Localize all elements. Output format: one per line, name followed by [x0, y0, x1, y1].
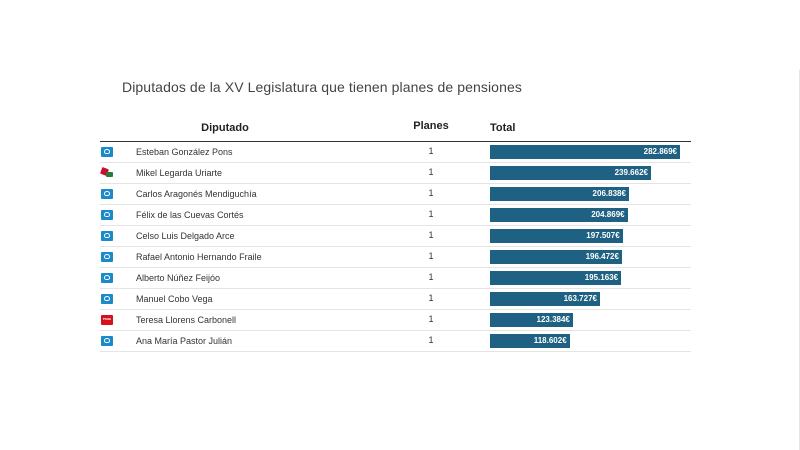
total-bar: 197.507€	[490, 229, 623, 243]
column-header-planes: Planes	[413, 120, 449, 132]
column-header-total: Total	[490, 122, 516, 134]
total-bar: 123.384€	[490, 313, 573, 327]
total-bar-label: 196.472€	[585, 252, 619, 261]
diputado-name: Esteban González Pons	[136, 147, 233, 157]
table-row: Mikel Legarda Uriarte 1 239.662€	[100, 163, 691, 184]
diputado-name: Celso Luis Delgado Arce	[136, 231, 235, 241]
table-header: Diputado Planes Total	[100, 118, 691, 142]
pp-logo-icon	[101, 147, 113, 157]
total-bar-label: 123.384€	[536, 315, 570, 324]
planes-count: 1	[428, 146, 434, 156]
psoe-logo-icon	[101, 315, 113, 325]
table-row: Manuel Cobo Vega 1 163.727€	[100, 289, 691, 310]
total-bar: 163.727€	[490, 292, 600, 306]
table-body: Esteban González Pons 1 282.869€ Mikel Lega…	[100, 142, 691, 352]
pp-logo-icon	[101, 336, 113, 346]
diputado-name: Manuel Cobo Vega	[136, 294, 213, 304]
diputado-name: Alberto Núñez Feijóo	[136, 273, 221, 283]
table-row: Carlos Aragonés Mendiguchía 1 206.838€	[100, 184, 691, 205]
total-bar-label: 204.869€	[591, 210, 625, 219]
diputado-name: Carlos Aragonés Mendiguchía	[136, 189, 257, 199]
table-row: Rafael Antonio Hernando Fraile 1 196.472€	[100, 247, 691, 268]
planes-count: 1	[428, 230, 434, 240]
planes-count: 1	[428, 314, 434, 324]
diputado-name: Teresa Llorens Carbonell	[136, 315, 237, 325]
total-bar: 118.602€	[490, 334, 570, 348]
total-bar: 282.869€	[490, 145, 680, 159]
table-row: Alberto Núñez Feijóo 1 195.163€	[100, 268, 691, 289]
diputado-name: Rafael Antonio Hernando Fraile	[136, 252, 262, 262]
total-bar-label: 118.602€	[533, 336, 567, 345]
planes-count: 1	[428, 188, 434, 198]
planes-count: 1	[428, 293, 434, 303]
diputado-name: Mikel Legarda Uriarte	[136, 168, 223, 178]
pp-logo-icon	[101, 294, 113, 304]
total-bar: 195.163€	[490, 271, 622, 285]
total-bar-label: 163.727€	[563, 294, 597, 303]
total-bar: 204.869€	[490, 208, 628, 222]
pp-logo-icon	[101, 273, 113, 283]
planes-count: 1	[428, 209, 434, 219]
planes-count: 1	[428, 167, 434, 177]
total-bar-label: 206.838€	[592, 189, 626, 198]
table-row: Celso Luis Delgado Arce 1 197.507€	[100, 226, 691, 247]
diputado-name: Félix de las Cuevas Cortés	[136, 210, 244, 220]
pp-logo-icon	[101, 252, 113, 262]
total-bar-label: 195.163€	[584, 273, 619, 282]
total-bar: 206.838€	[490, 187, 629, 201]
pp-logo-icon	[101, 210, 113, 220]
total-bar-label: 197.507€	[586, 231, 620, 240]
pnv-logo-icon	[101, 168, 113, 178]
table-row: Esteban González Pons 1 282.869€	[100, 142, 691, 163]
table-row: Ana María Pastor Julián 1 118.602€	[100, 331, 691, 352]
diputado-name: Ana María Pastor Julián	[136, 336, 233, 346]
planes-count: 1	[428, 272, 434, 282]
planes-count: 1	[428, 335, 434, 345]
total-bar: 196.472€	[490, 250, 622, 264]
total-bar-label: 282.869€	[643, 147, 677, 156]
column-header-diputado: Diputado	[201, 122, 249, 134]
chart-title: Diputados de la XV Legislatura que tiene…	[122, 79, 522, 95]
pp-logo-icon	[101, 231, 113, 241]
total-bar-label: 239.662€	[614, 168, 648, 177]
planes-count: 1	[428, 251, 434, 261]
table-row: Félix de las Cuevas Cortés 1 204.869€	[100, 205, 691, 226]
total-bar: 239.662€	[490, 166, 651, 180]
table-row: Teresa Llorens Carbonell 1 123.384€	[100, 310, 691, 331]
pp-logo-icon	[101, 189, 113, 199]
pensions-table: Diputado Planes Total Esteban González P…	[100, 118, 691, 352]
